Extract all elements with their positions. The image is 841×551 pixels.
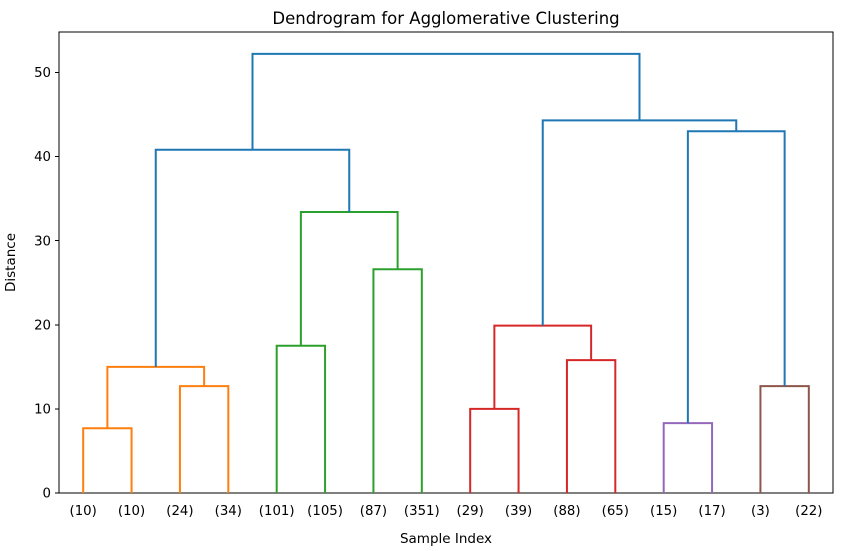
dendrogram-link-K [662, 422, 714, 493]
dendrogram-link-O [251, 52, 641, 150]
y-tick-label: 40 [34, 150, 51, 165]
dendrogram-link-A [82, 427, 133, 493]
chart-title: Dendrogram for Agglomerative Clustering [272, 9, 619, 28]
y-axis-label: Distance [3, 233, 19, 292]
dendrogram-link-H [469, 407, 520, 493]
x-tick-label: (3) [751, 504, 770, 519]
dendrogram-link-J [493, 324, 593, 409]
dendrogram-links-layer [82, 52, 810, 493]
dendrogram-link-B [178, 385, 230, 493]
axes-layer: 0 10 20 30 40 50 (10) (10) (24) (34) (101) (105) (87… [34, 31, 834, 519]
x-tick-label: (22) [795, 504, 822, 519]
y-tick-label: 50 [34, 66, 51, 81]
y-tick-label: 20 [34, 318, 51, 333]
y-tick-label: 30 [34, 234, 51, 249]
dendrogram-link-G [154, 148, 351, 367]
x-tick-label: (105) [307, 504, 343, 519]
x-tick-label: (29) [457, 504, 484, 519]
x-tick-label: (24) [166, 504, 193, 519]
x-tick-label: (15) [650, 504, 677, 519]
x-tick-label: (65) [602, 504, 629, 519]
y-tick-label: 10 [34, 403, 51, 418]
y-tick-label: 0 [43, 487, 51, 502]
x-tick-label: (87) [360, 504, 387, 519]
dendrogram-link-E [372, 268, 423, 493]
x-tick-label: (39) [505, 504, 532, 519]
dendrogram-link-F [299, 211, 399, 346]
x-tick-label: (351) [404, 504, 440, 519]
dendrogram-link-L [759, 385, 810, 493]
x-tick-label: (101) [259, 504, 295, 519]
dendrogram-link-C [106, 365, 206, 429]
x-tick-label: (88) [553, 504, 580, 519]
dendrogram-link-M [686, 130, 786, 424]
x-axis-label: Sample Index [400, 531, 492, 547]
plot-border [58, 31, 834, 494]
dendrogram-link-I [565, 359, 617, 493]
x-tick-label: (17) [698, 504, 725, 519]
x-tick-label: (10) [118, 504, 145, 519]
dendrogram-link-N [541, 119, 738, 326]
dendrogram-link-D [275, 344, 327, 493]
x-tick-label: (34) [215, 504, 242, 519]
x-tick-label: (10) [70, 504, 97, 519]
